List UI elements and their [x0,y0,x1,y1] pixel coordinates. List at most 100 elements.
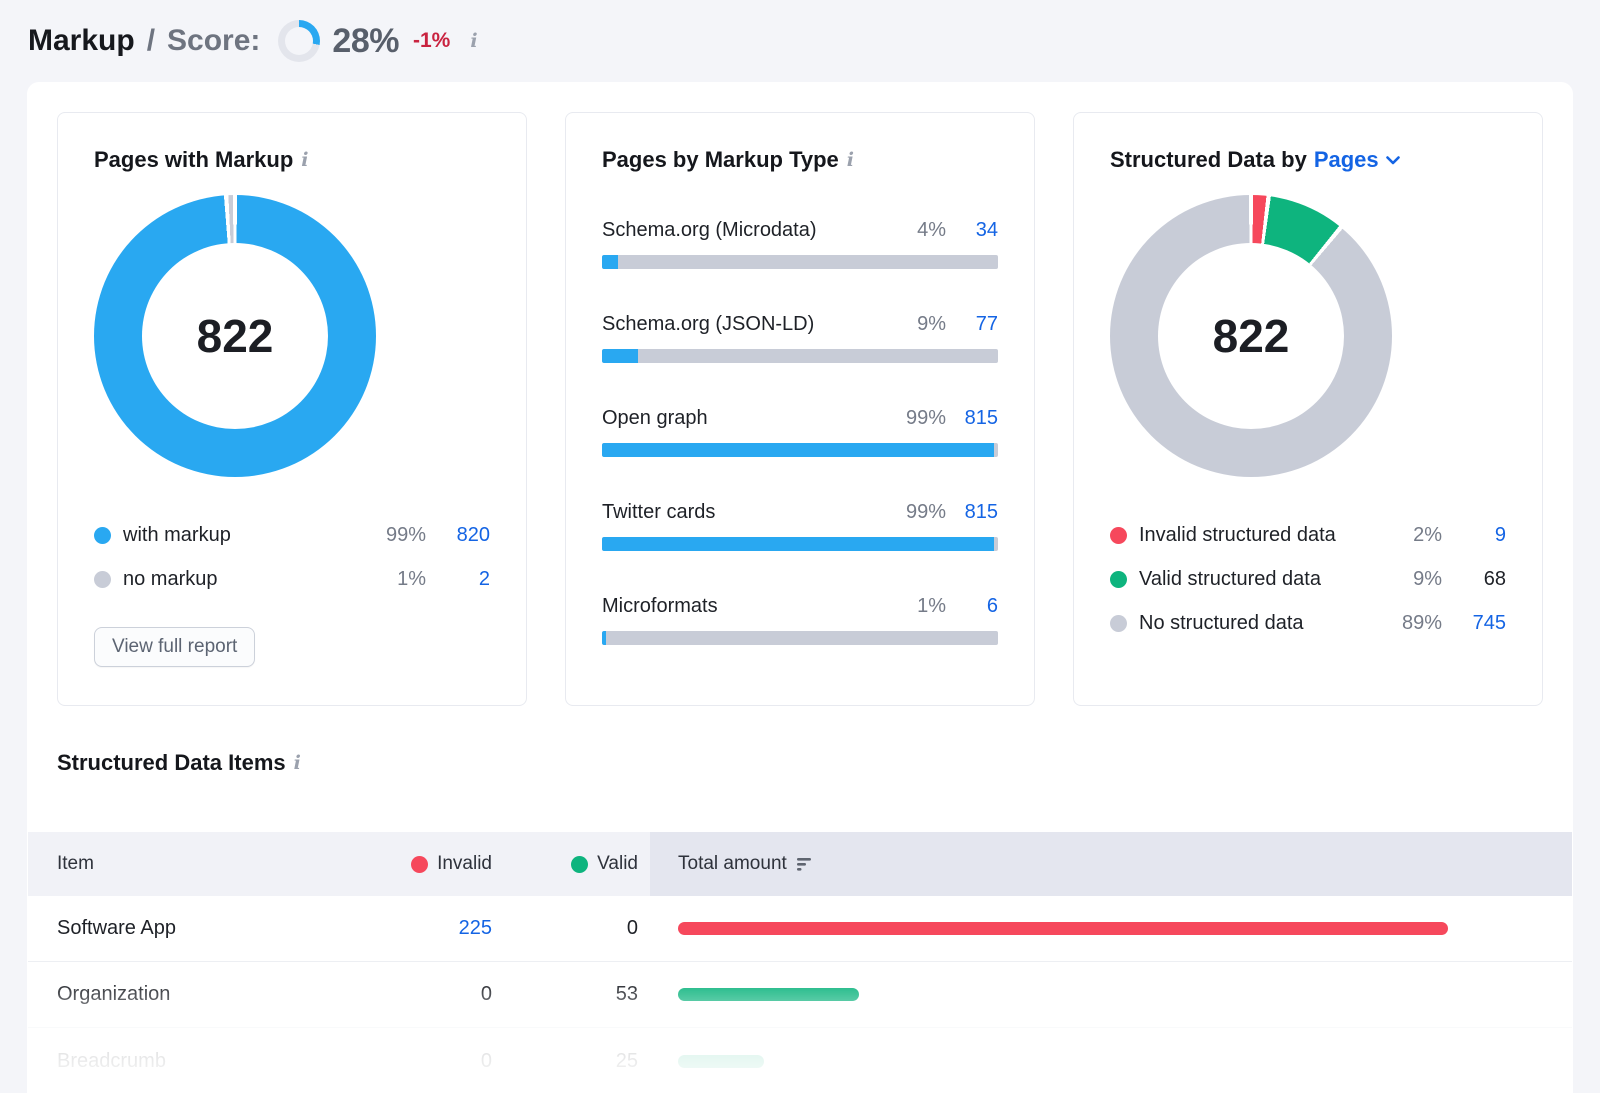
legend-dot [1110,570,1127,588]
bar-fill [602,349,638,363]
score-delta: -1% [412,29,451,52]
legend-label: No structured data [1139,611,1304,634]
card-title: Structured Data by [1110,147,1307,172]
valid-count: 0 [626,917,638,939]
score-label: Score: [167,24,261,57]
bar-label: Open graph [602,407,708,429]
table-row[interactable]: Breadcrumb 0 25 [28,1028,1572,1093]
legend-dot [94,526,111,544]
page-title: Markup [28,24,135,57]
legend-count-link[interactable]: 820 [456,523,490,546]
bar-count-link[interactable]: 6 [986,595,998,617]
score-value: 28% [332,21,399,60]
bar-label: Twitter cards [602,501,716,523]
table-row[interactable]: Software App 225 0 [28,896,1572,962]
structured-data-by-card: Structured Data by Pages 822 Invalid str… [1073,112,1543,706]
selector-value: Pages [1313,147,1379,172]
bar-fill [602,255,618,269]
sort-descending-icon [796,857,811,871]
table-header-row: Item Invalid Valid Total amount [28,832,1572,896]
bar-count-link[interactable]: 815 [964,501,998,523]
total-bar-track [678,1054,1448,1068]
total-amount-cell [650,1054,1572,1068]
card-title: Pages with Markup [94,147,294,172]
donut-hole: 822 [1158,243,1344,429]
column-header-total-label: Total amount [678,853,787,874]
pages-by-markup-type-card: Pages by Markup Type i Schema.org (Micro… [565,112,1035,706]
valid-count: 53 [615,983,638,1005]
bar-fill [602,631,606,645]
column-header-valid-label: Valid [597,853,638,874]
item-name: Organization [57,983,171,1005]
legend-label: Valid structured data [1139,567,1321,590]
donut-legend: with markup 99% 820 no markup 1% 2 [94,513,490,601]
total-bar [678,1054,764,1068]
report-container: Pages with Markup i 822 with markup 99% … [27,82,1573,1093]
legend-pct: 1% [397,567,426,590]
legend-count-link[interactable]: 9 [1494,523,1506,546]
valid-count: 25 [615,1049,638,1072]
legend-dot [1110,614,1127,632]
chevron-down-icon [1385,155,1400,164]
info-icon[interactable]: i [846,149,854,171]
structured-data-donut: 822 [1110,195,1392,477]
markup-type-row: Schema.org (Microdata) 4% 34 [602,219,998,269]
section-title: Structured Data Items [57,750,286,775]
markup-type-row: Open graph 99% 815 [602,407,998,457]
bar-label: Microformats [602,595,718,617]
legend-count-link[interactable]: 745 [1472,611,1506,634]
legend-label: with markup [123,523,231,546]
legend-count-link[interactable]: 2 [478,567,490,590]
pages-selector-dropdown[interactable]: Pages [1314,147,1400,173]
markup-type-bars: Schema.org (Microdata) 4% 34 Schema.org … [602,219,998,645]
bar-pct: 9% [917,313,946,335]
invalid-dot [411,855,429,873]
bar-count-link[interactable]: 34 [975,219,998,241]
bar-label: Schema.org (JSON-LD) [602,313,815,335]
pages-with-markup-card: Pages with Markup i 822 with markup 99% … [57,112,527,706]
view-full-report-button[interactable]: View full report [94,627,256,667]
bar-count-link[interactable]: 815 [964,407,998,429]
legend-count: 68 [1483,567,1506,590]
column-header-total-amount[interactable]: Total amount [650,832,1572,896]
markup-type-row: Twitter cards 99% 815 [602,501,998,551]
bar-track [602,631,998,645]
cards-row: Pages with Markup i 822 with markup 99% … [57,112,1543,706]
donut-total: 822 [1212,310,1290,362]
bar-track [602,255,998,269]
structured-data-items-header: Structured Data Items i [57,750,1543,776]
invalid-count: 0 [480,983,492,1005]
donut-hole: 822 [142,243,328,429]
legend-dot [1110,526,1127,544]
total-bar-track [678,922,1448,935]
breadcrumb-separator: / [146,24,156,57]
legend-pct: 9% [1413,567,1442,590]
bar-pct: 1% [917,595,946,617]
bar-label: Schema.org (Microdata) [602,219,817,241]
donut-legend: Invalid structured data 2% 9 Valid struc… [1110,513,1506,645]
info-icon[interactable]: i [301,149,309,171]
invalid-count-link[interactable]: 225 [458,917,492,939]
item-name: Software App [57,917,176,939]
total-bar-track [678,988,1448,1001]
bar-pct: 99% [905,501,946,523]
bar-track [602,537,998,551]
markup-type-row: Microformats 1% 6 [602,595,998,645]
score-donut [278,20,321,62]
bar-track [602,349,998,363]
donut-total: 822 [196,310,274,362]
bar-count-link[interactable]: 77 [975,313,998,335]
score-donut-hole [285,27,314,55]
bar-track [602,443,998,457]
pages-with-markup-donut: 822 [94,195,376,477]
bar-pct: 4% [917,219,946,241]
legend-item: Invalid structured data 2% 9 [1110,513,1506,557]
column-header-invalid-label: Invalid [437,853,492,874]
bar-fill [602,537,995,551]
item-name: Breadcrumb [57,1049,166,1072]
page-header: Markup / Score: 28% -1% i [0,0,1600,82]
card-title: Pages by Markup Type [602,147,839,172]
info-icon[interactable]: i [293,752,301,774]
info-icon[interactable]: i [470,30,478,52]
table-row[interactable]: Organization 0 53 [28,962,1572,1028]
